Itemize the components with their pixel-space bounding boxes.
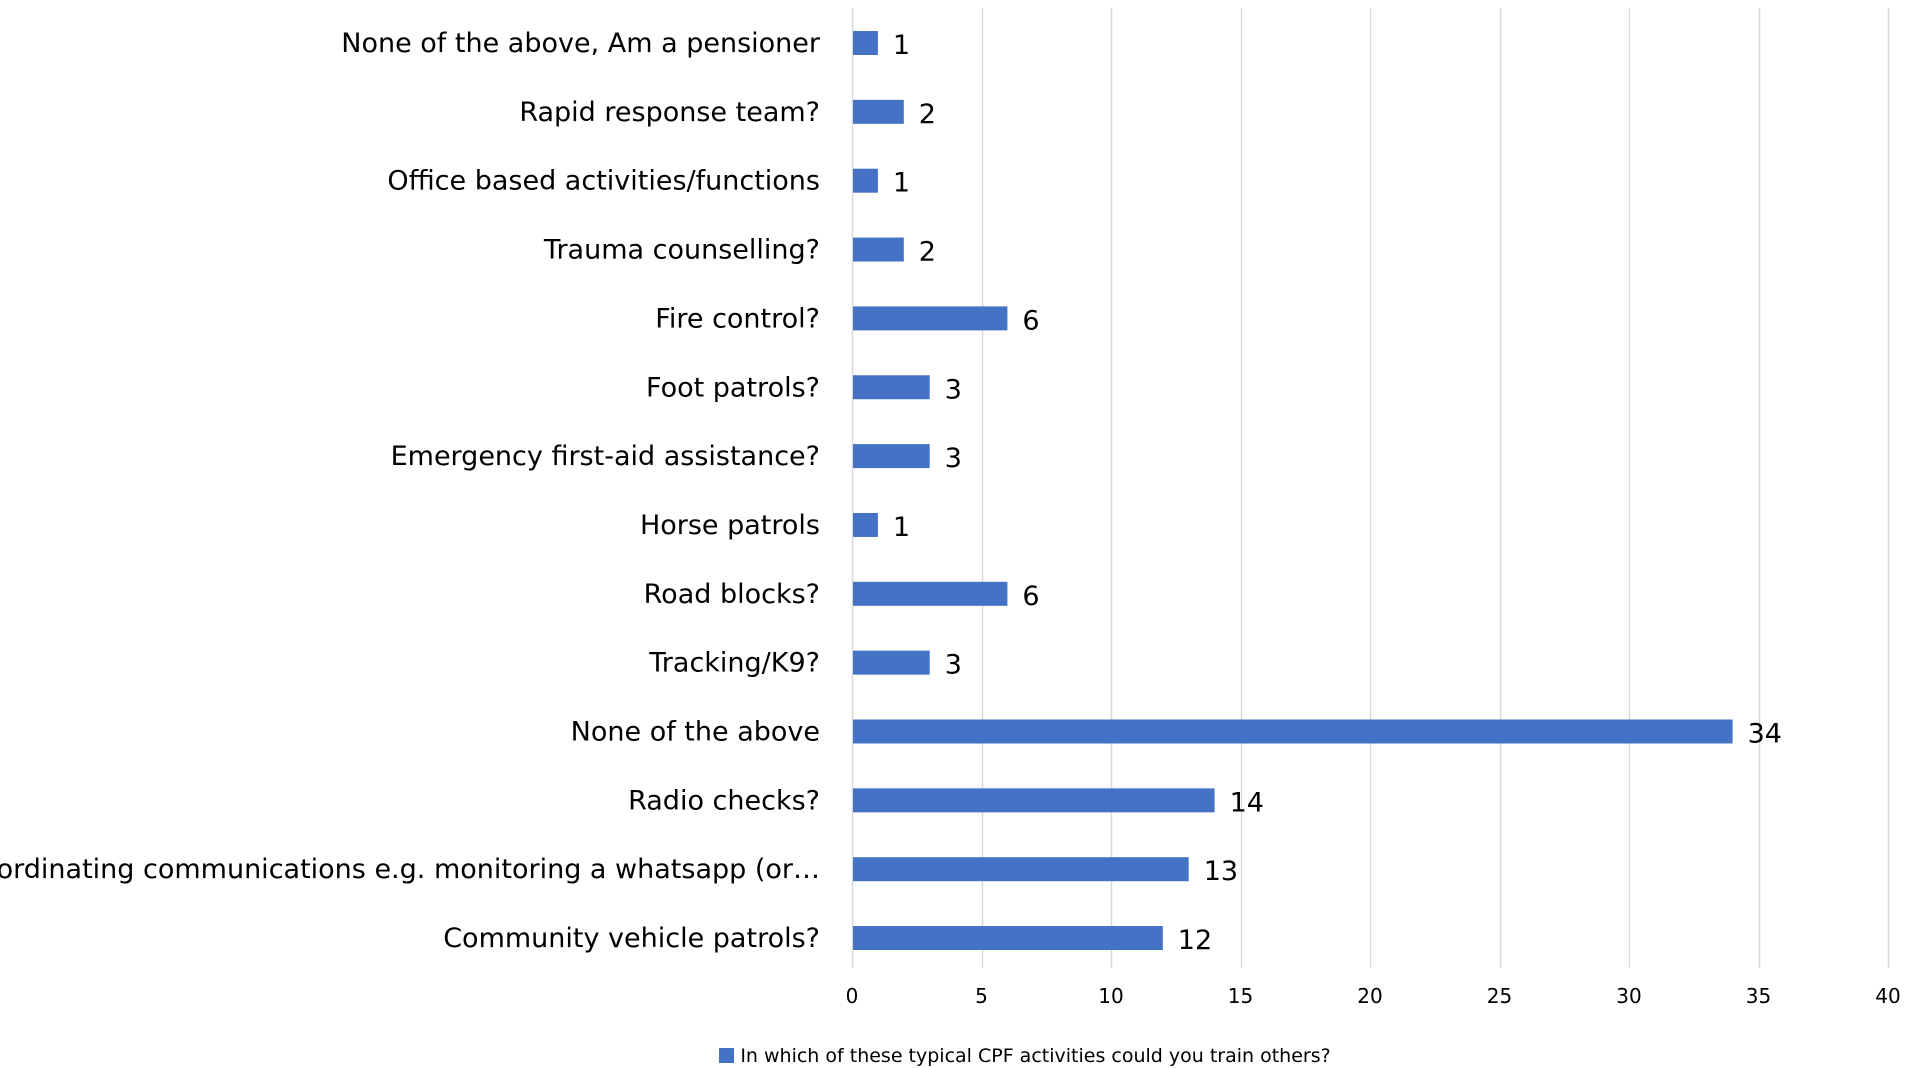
category-label: Radio checks? [628, 785, 820, 816]
x-tick-label: 0 [846, 984, 859, 1008]
data-label: 3 [945, 443, 962, 474]
legend: In which of these typical CPF activities… [0, 1043, 1930, 1068]
data-label: 12 [1178, 925, 1212, 956]
data-label: 2 [919, 237, 936, 268]
bar [853, 31, 878, 55]
data-label: 3 [945, 374, 962, 405]
data-label: 1 [893, 168, 910, 199]
category-label: Community vehicle patrols? [443, 923, 820, 954]
bar [853, 375, 930, 400]
bar [853, 926, 1163, 951]
bar [853, 788, 1215, 813]
bar [853, 306, 1008, 331]
data-label: 6 [1022, 581, 1039, 612]
x-tick-label: 20 [1357, 984, 1382, 1008]
category-label: Horse patrols [640, 510, 820, 541]
bar-chart: None of the above, Am a pensioner Rapid r… [0, 8, 1901, 1008]
category-label: Trauma counselling? [543, 235, 820, 266]
legend-swatch [719, 1048, 735, 1063]
bar [853, 581, 1008, 606]
data-label: 3 [945, 650, 962, 681]
category-label: Rapid response team? [519, 97, 820, 128]
bar [853, 168, 878, 193]
category-label: Office based activities/functions [387, 166, 820, 197]
category-label: Foot patrols? [646, 372, 820, 403]
x-tick-label: 35 [1746, 984, 1771, 1008]
bars [853, 31, 1733, 951]
legend-label: In which of these typical CPF activities… [740, 1044, 1331, 1067]
data-label: 6 [1022, 305, 1039, 336]
bar [853, 237, 904, 262]
x-tick-label: 5 [975, 984, 988, 1008]
x-tick-label: 15 [1228, 984, 1253, 1008]
x-tick-label: 25 [1487, 984, 1512, 1008]
category-labels: None of the above, Am a pensioner Rapid r… [0, 28, 821, 954]
bar [853, 650, 930, 675]
bar [853, 444, 930, 469]
bar [853, 719, 1733, 744]
category-label: Fire control? [655, 303, 820, 334]
data-label: 2 [919, 99, 936, 130]
bar [853, 512, 878, 537]
data-label: 1 [893, 512, 910, 543]
category-label: None of the above [571, 717, 820, 748]
x-tick-label: 30 [1616, 984, 1641, 1008]
category-label: Road blocks? [644, 579, 820, 610]
x-axis-tick-labels: 0 5 10 15 20 25 30 35 40 [846, 984, 1901, 1008]
category-label: Emergency first-aid assistance? [391, 441, 820, 472]
bar [853, 99, 904, 124]
data-label: 14 [1230, 787, 1264, 818]
category-label: None of the above, Am a pensioner [341, 28, 821, 59]
bar [853, 857, 1189, 882]
category-label: Co-ordinating communications e.g. monito… [0, 854, 820, 885]
category-label: Tracking/K9? [648, 648, 820, 679]
x-tick-label: 10 [1098, 984, 1123, 1008]
data-label: 1 [893, 30, 910, 61]
x-tick-label: 40 [1875, 984, 1900, 1008]
gridlines [851, 8, 1890, 968]
data-label: 34 [1748, 719, 1782, 750]
data-label: 13 [1204, 856, 1238, 887]
